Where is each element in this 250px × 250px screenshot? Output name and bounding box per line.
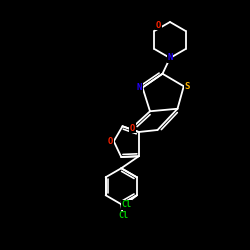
Text: S: S bbox=[184, 82, 190, 91]
Text: N: N bbox=[167, 54, 173, 62]
Text: O: O bbox=[108, 137, 114, 146]
Text: Cl: Cl bbox=[121, 200, 131, 209]
Text: O: O bbox=[130, 124, 135, 133]
Text: O: O bbox=[156, 21, 161, 30]
Text: Cl: Cl bbox=[119, 211, 129, 220]
Text: N: N bbox=[137, 83, 142, 92]
